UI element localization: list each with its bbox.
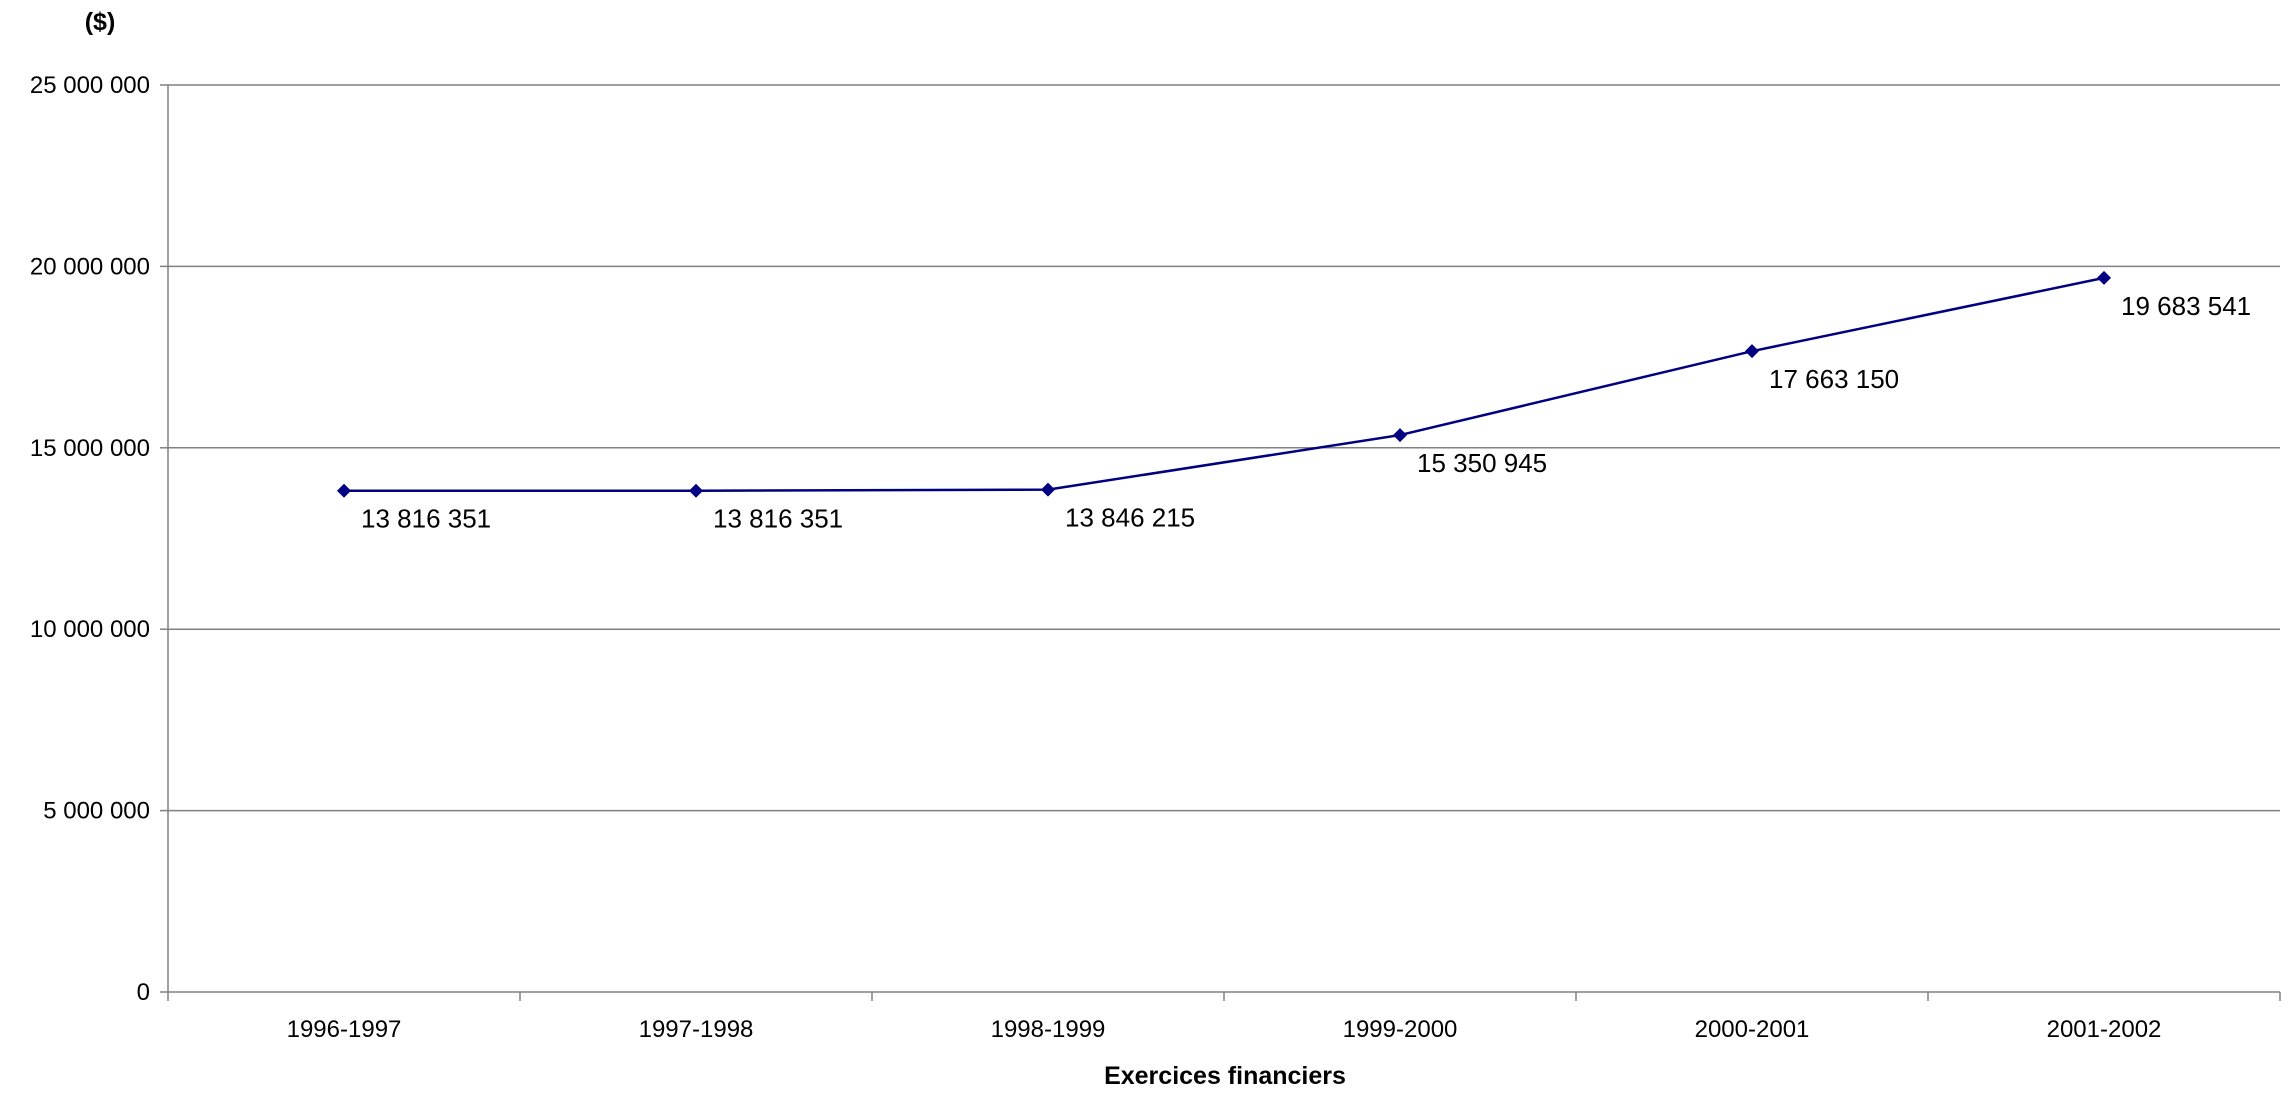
axes — [167, 85, 2280, 993]
x-tick-label: 2000-2001 — [1695, 1016, 1810, 1043]
y-tick-label: 5 000 000 — [43, 798, 150, 825]
data-label: 19 683 541 — [2121, 291, 2251, 321]
data-point-marker — [1393, 428, 1407, 443]
gridlines — [168, 84, 2280, 812]
data-label: 15 350 945 — [1417, 448, 1547, 478]
markers — [337, 270, 2111, 498]
data-label: 13 816 351 — [361, 504, 491, 534]
data-point-marker — [2097, 270, 2111, 285]
y-tick-label: 0 — [137, 979, 150, 1006]
series-line — [344, 276, 2105, 492]
data-label: 17 663 150 — [1769, 364, 1899, 394]
data-label: 13 816 351 — [713, 504, 843, 534]
y-tick-label: 20 000 000 — [30, 253, 150, 280]
x-tick-label: 1998-1999 — [991, 1016, 1106, 1043]
data-label: 13 846 215 — [1065, 503, 1195, 533]
y-tick-label: 10 000 000 — [30, 616, 150, 643]
data-labels: 13 816 351 13 816 351 13 846 215 15 350 945… — [361, 291, 2251, 534]
data-point-marker — [689, 483, 703, 498]
x-tick-label: 1997-1998 — [639, 1016, 754, 1043]
x-tick-label: 2001-2002 — [2047, 1016, 2162, 1043]
x-tick-label: 1996-1997 — [287, 1016, 402, 1043]
y-axis-ticks: 0 5 000 000 10 000 000 15 000 000 20 000 000… — [30, 72, 168, 1006]
x-axis-title: Exercices financiers — [1104, 1062, 1346, 1090]
x-tick-label: 1999-2000 — [1343, 1016, 1458, 1043]
series-layer — [344, 276, 2105, 492]
y-tick-label: 25 000 000 — [30, 72, 150, 99]
y-tick-label: 15 000 000 — [30, 435, 150, 462]
x-axis-ticks: 1996-1997 1997-1998 1998-1999 1999-2000 2000… — [167, 992, 2281, 1043]
data-point-marker — [337, 483, 351, 498]
y-unit-label: ($) — [85, 8, 116, 36]
data-point-marker — [1745, 344, 1759, 359]
data-point-marker — [1041, 482, 1055, 497]
